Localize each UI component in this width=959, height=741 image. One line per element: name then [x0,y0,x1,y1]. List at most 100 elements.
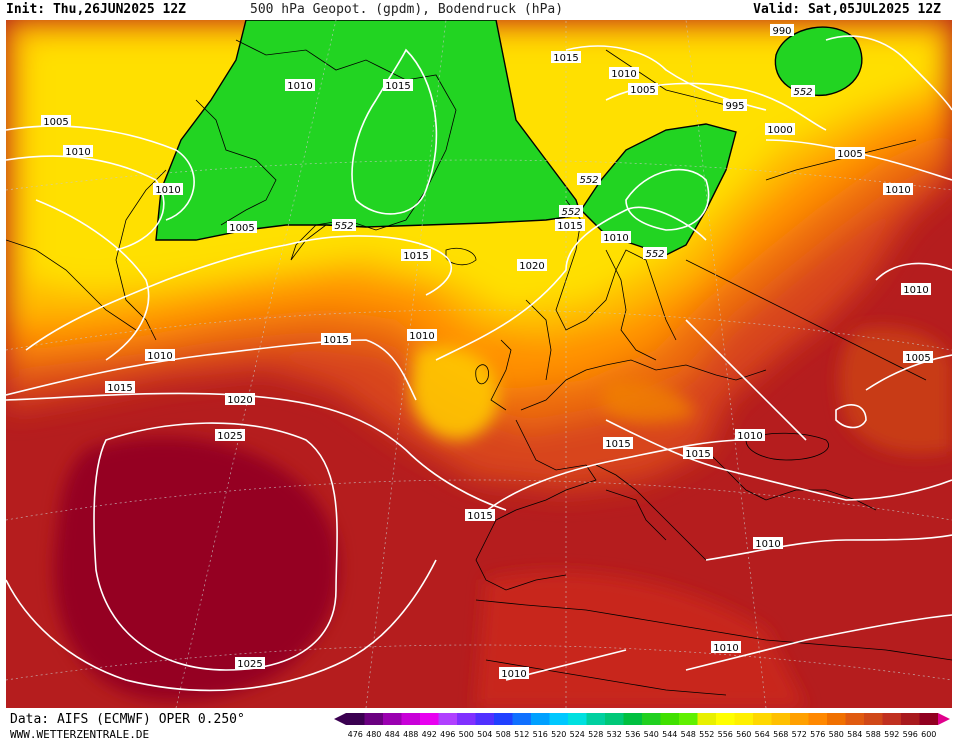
legend-tick-label: 576 [810,730,825,739]
isobar-label: 1015 [555,219,585,232]
header-bar: Init: Thu,26JUN2025 12Z 500 hPa Geopot. … [0,0,959,20]
isobar-label: 1015 [683,447,713,460]
svg-text:552: 552 [645,249,664,260]
legend-swatch [346,713,365,725]
legend-swatch [549,713,568,725]
legend-tick-label: 552 [699,730,714,739]
legend-tick-label: 476 [348,730,363,739]
isobar-label: 1010 [499,667,529,680]
svg-text:1015: 1015 [557,221,582,232]
legend-swatch [475,713,494,725]
valid-time: Valid: Sat,05JUL2025 12Z [753,2,941,17]
svg-text:1015: 1015 [685,449,710,460]
legend-tick-label: 564 [755,730,770,739]
legend-swatch [919,713,938,725]
legend-tick-label: 596 [903,730,918,739]
isobar-label: 1010 [753,537,783,550]
weather-map: 1005 1010 1010 1015 1015 1010 1005 990 9… [6,20,952,708]
isobar-label: 1010 [63,145,93,158]
footer-bar: Data: AIFS (ECMWF) OPER 0.250° WWW.WETTE… [0,708,959,741]
legend-swatch [568,713,587,725]
legend-swatch [660,713,679,725]
isobar-label: 1020 [225,393,255,406]
isobar-label: 1005 [903,351,933,364]
svg-text:1005: 1005 [630,85,655,96]
svg-text:1010: 1010 [501,669,526,680]
svg-text:1015: 1015 [385,81,410,92]
legend-tick-label: 572 [792,730,807,739]
svg-text:1005: 1005 [837,149,862,160]
legend-tick-label: 508 [496,730,511,739]
svg-text:1010: 1010 [147,351,172,362]
legend-tick-label: 524 [570,730,585,739]
legend-tick-label: 480 [366,730,381,739]
legend-swatch [586,713,605,725]
data-source: Data: AIFS (ECMWF) OPER 0.250° [10,712,245,727]
legend-tick-label: 528 [588,730,603,739]
geopotential-labels: 552 552 552 552 552 [332,85,815,260]
isobar-label: 1015 [551,51,581,64]
isobar-label: 1010 [735,429,765,442]
svg-text:1010: 1010 [713,643,738,654]
coastlines [6,39,952,696]
legend-swatch [605,713,624,725]
legend-swatch [790,713,809,725]
svg-text:1010: 1010 [65,147,90,158]
color-legend: 476 480 484 488 492 496 500 504 508 512 516 520 524 5… [334,713,950,739]
legend-tick-label: 500 [459,730,474,739]
legend-tick-label: 496 [440,730,455,739]
legend-swatch [494,713,513,725]
isobars [6,35,952,692]
chart-title: 500 hPa Geopot. (gpdm), Bodendruck (hPa) [250,2,564,17]
svg-text:1025: 1025 [237,659,262,670]
legend-tick-label: 556 [718,730,733,739]
svg-text:1010: 1010 [755,539,780,550]
legend-tick-label: 600 [921,730,936,739]
legend-tick-label: 488 [403,730,418,739]
cold-air-area-scandinavia [580,123,737,256]
legend-swatch [753,713,772,725]
svg-text:1015: 1015 [553,53,578,64]
legend-tick-label: 588 [866,730,881,739]
svg-text:1010: 1010 [611,69,636,80]
svg-text:990: 990 [772,26,791,37]
isobar-label: 1015 [383,79,413,92]
legend-swatch [882,713,901,725]
svg-text:1005: 1005 [229,223,254,234]
isobar-label: 1025 [235,657,265,670]
isobar-label: 1010 [901,283,931,296]
legend-tick-label: 512 [514,730,529,739]
svg-text:1000: 1000 [767,125,792,136]
isobar-label: 1025 [215,429,245,442]
legend-tick-label: 504 [477,730,492,739]
svg-text:1010: 1010 [409,331,434,342]
init-time: Init: Thu,26JUN2025 12Z [6,2,187,17]
isobar-label: 1010 [883,183,913,196]
legend-swatch [808,713,827,725]
svg-text:1010: 1010 [155,185,180,196]
isobar-label: 1005 [628,83,658,96]
svg-text:1010: 1010 [903,285,928,296]
legend-arrow-left [334,713,346,725]
svg-text:1015: 1015 [107,383,132,394]
legend-tick-label: 548 [681,730,696,739]
isobar-label: 1005 [835,147,865,160]
isobar-label: 1010 [601,231,631,244]
svg-text:995: 995 [725,101,744,112]
svg-text:552: 552 [334,221,353,232]
legend-tick-label: 520 [551,730,566,739]
legend-tick-label: 532 [607,730,622,739]
isobar-label: 1005 [227,221,257,234]
svg-text:1005: 1005 [43,117,68,128]
legend-swatch [642,713,661,725]
isobar-label: 990 [770,24,794,37]
cold-air-area-kara [774,26,863,97]
legend-tick-label: 560 [736,730,751,739]
legend-swatch [364,713,383,725]
legend-tick-label: 544 [662,730,677,739]
legend-swatch [383,713,402,725]
svg-text:1010: 1010 [737,431,762,442]
legend-tick-label: 492 [422,730,437,739]
isobar-label: 1010 [145,349,175,362]
legend-swatch [512,713,531,725]
